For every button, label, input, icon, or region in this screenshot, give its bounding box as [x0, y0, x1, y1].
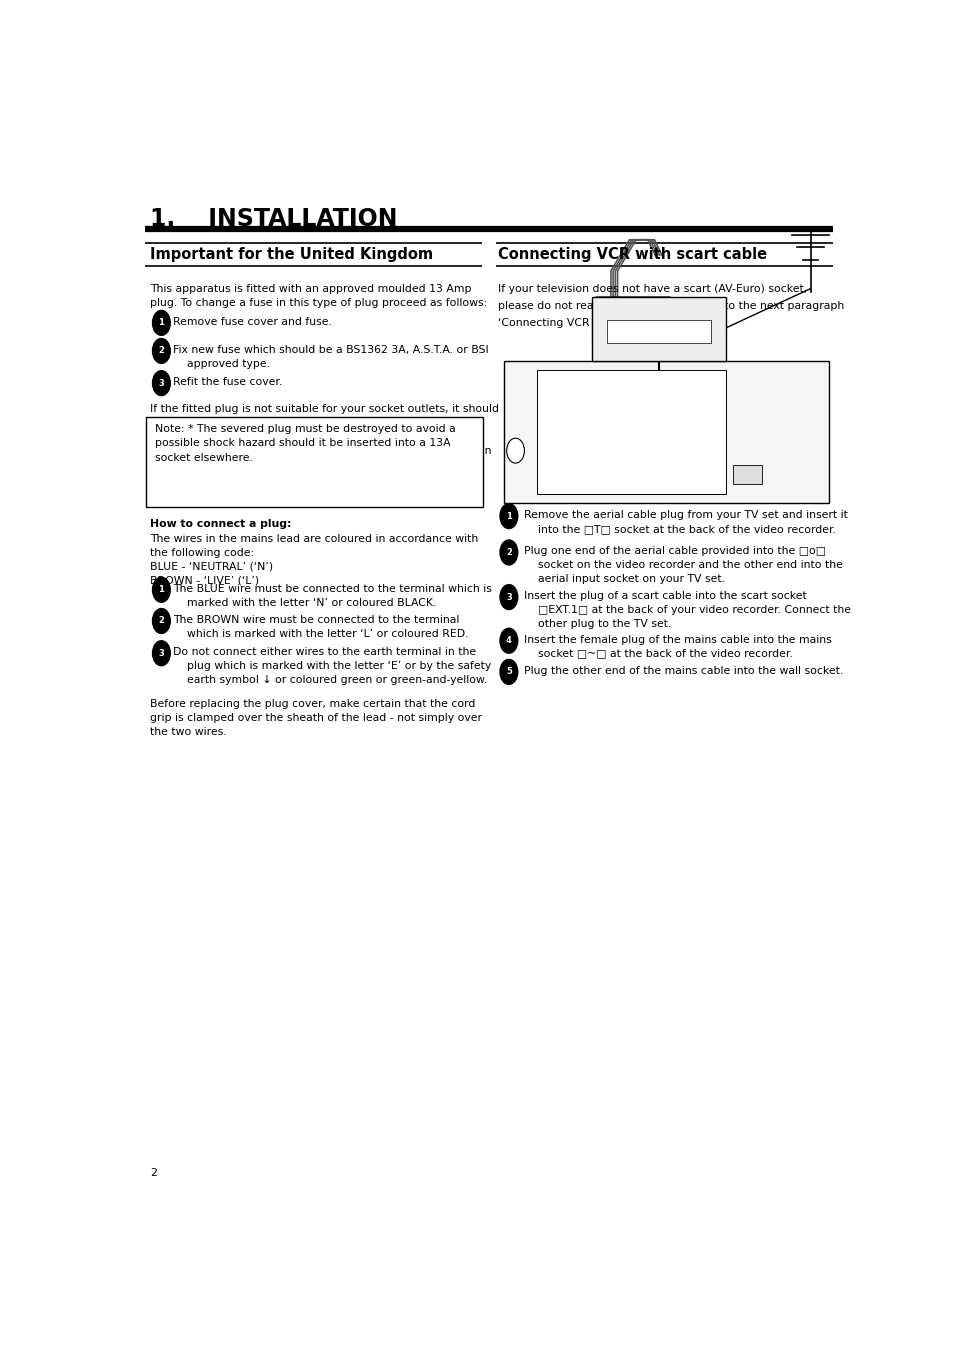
Circle shape [152, 577, 170, 602]
Text: Important for the United Kingdom: Important for the United Kingdom [151, 247, 433, 262]
FancyBboxPatch shape [146, 417, 482, 507]
Text: Plug one end of the aerial cable provided into the □o□
    socket on the video r: Plug one end of the aerial cable provide… [523, 546, 841, 584]
Circle shape [152, 310, 170, 336]
Bar [606, 320, 710, 343]
Text: 2: 2 [505, 548, 512, 557]
Text: 1.    INSTALLATION: 1. INSTALLATION [151, 206, 397, 231]
Text: Remove fuse cover and fuse.: Remove fuse cover and fuse. [173, 317, 332, 326]
Text: 1: 1 [158, 318, 164, 328]
Bar [592, 297, 724, 362]
Bar [732, 465, 761, 484]
Text: Refit the fuse cover.: Refit the fuse cover. [173, 376, 282, 387]
Text: Insert the female plug of the mains cable into the mains
    socket □~□ at the b: Insert the female plug of the mains cabl… [523, 634, 831, 658]
Text: 1: 1 [505, 511, 512, 521]
Text: 1: 1 [158, 585, 164, 595]
Text: 3: 3 [158, 649, 164, 658]
Text: If your television does not have a scart (AV-Euro) socket,: If your television does not have a scart… [497, 285, 806, 294]
Polygon shape [592, 297, 677, 344]
Text: 3: 3 [158, 379, 164, 387]
Circle shape [499, 503, 517, 529]
Text: ‘Connecting VCR without scart cable’.: ‘Connecting VCR without scart cable’. [497, 318, 703, 328]
Text: 5: 5 [505, 668, 512, 676]
Text: Plug the other end of the mains cable into the wall socket.: Plug the other end of the mains cable in… [523, 665, 842, 676]
Text: Connecting VCR with scart cable: Connecting VCR with scart cable [497, 247, 766, 262]
Text: Remove the aerial cable plug from your TV set and insert it
    into the □T□ soc: Remove the aerial cable plug from your T… [523, 510, 846, 534]
Text: How to connect a plug:: How to connect a plug: [151, 519, 292, 529]
Circle shape [499, 540, 517, 565]
Bar [684, 313, 718, 339]
Text: The wires in the mains lead are coloured in accordance with
the following code:
: The wires in the mains lead are coloured… [151, 534, 478, 585]
Text: 2: 2 [158, 616, 164, 626]
Circle shape [152, 608, 170, 634]
Bar [503, 362, 828, 503]
Text: 4: 4 [505, 637, 512, 645]
Text: 2: 2 [158, 347, 164, 355]
Circle shape [499, 629, 517, 653]
Text: The BROWN wire must be connected to the terminal
    which is marked with the le: The BROWN wire must be connected to the … [173, 615, 468, 639]
Text: Do not connect either wires to the earth terminal in the
    plug which is marke: Do not connect either wires to the earth… [173, 648, 491, 685]
Circle shape [152, 641, 170, 665]
Bar [537, 370, 724, 494]
Text: please do not read further here, but turn to the next paragraph: please do not read further here, but tur… [497, 301, 843, 312]
Text: Fix new fuse which should be a BS1362 3A, A.S.T.A. or BSI
    approved type.: Fix new fuse which should be a BS1362 3A… [173, 345, 489, 368]
Circle shape [152, 371, 170, 395]
Text: EXT.1: EXT.1 [737, 476, 756, 482]
Text: Note: * The severed plug must be destroyed to avoid a
possible shock hazard shou: Note: * The severed plug must be destroy… [154, 424, 455, 463]
Circle shape [499, 660, 517, 684]
Circle shape [506, 438, 524, 463]
Circle shape [152, 339, 170, 363]
Text: Before replacing the plug cover, make certain that the cord
grip is clamped over: Before replacing the plug cover, make ce… [151, 699, 482, 737]
Text: 2: 2 [151, 1168, 157, 1178]
Text: If the fitted plug is not suitable for your socket outlets, it should
be cut off: If the fitted plug is not suitable for y… [151, 403, 498, 469]
Text: 3: 3 [505, 592, 511, 602]
Text: Insert the plug of a scart cable into the scart socket
    □EXT.1□ at the back o: Insert the plug of a scart cable into th… [523, 591, 850, 629]
Text: The BLUE wire must be connected to the terminal which is
    marked with the let: The BLUE wire must be connected to the t… [173, 584, 492, 607]
Text: This apparatus is fitted with an approved moulded 13 Amp
plug. To change a fuse : This apparatus is fitted with an approve… [151, 285, 487, 309]
Circle shape [499, 584, 517, 610]
